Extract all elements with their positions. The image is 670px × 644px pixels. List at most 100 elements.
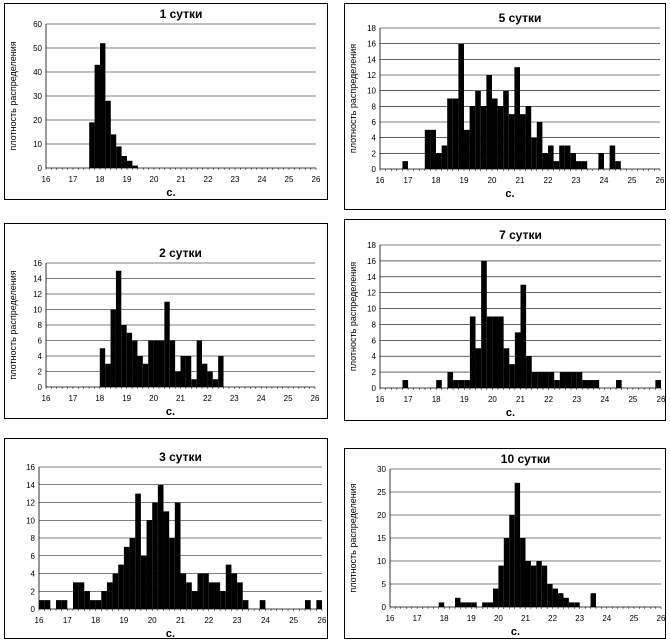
chart-3-title: 7 сутки (499, 228, 542, 242)
chart-4-title: 3 сутки (159, 450, 202, 464)
chart-3-bar (481, 260, 487, 388)
chart-2-bar (218, 356, 224, 387)
chart-2-bar (180, 356, 186, 387)
chart-1-bar (615, 161, 621, 169)
chart-5-bar (590, 593, 596, 607)
chart-4-ytick-label: 2 (31, 587, 36, 596)
chart-5-y-axis-label: плотность распределения (348, 483, 358, 592)
chart-3-xtick-label: 21 (516, 395, 525, 404)
chart-2-x-axis-label: с. (166, 406, 175, 418)
chart-1-bar (514, 67, 520, 169)
chart-1-bar (503, 90, 509, 169)
chart-1-bar (441, 145, 448, 169)
chart-2-bar (148, 340, 154, 387)
chart-1-bar (447, 98, 453, 169)
chart-5-ytick-label: 25 (377, 488, 386, 497)
chart-0-xtick-label: 21 (177, 175, 186, 184)
chart-2-xtick-label: 23 (230, 394, 239, 403)
chart-4-xtick-label: 23 (233, 616, 242, 625)
chart-1-bar (469, 106, 476, 169)
chart-1-ytick-label: 14 (367, 55, 376, 64)
chart-0-xtick-label: 19 (123, 175, 132, 184)
chart-1-bar (609, 145, 616, 169)
chart-1-xtick-label: 21 (516, 176, 525, 185)
chart-4-ytick-label: 8 (31, 534, 36, 543)
chart-3-xtick-label: 18 (432, 395, 441, 404)
chart-3-bar (486, 316, 493, 388)
chart-4-bar (78, 582, 85, 609)
chart-2-bar (99, 348, 106, 387)
chart-3-bar (503, 348, 510, 388)
chart-2-title: 2 сутки (159, 246, 202, 260)
chart-2-bar (126, 332, 133, 387)
chart-1-ytick-label: 2 (372, 149, 377, 158)
chart-5-xtick-label: 17 (413, 614, 422, 623)
chart-svg-day10: 10 сутки 0 5 10 15 20 25 30 16 17 18 19 20 21 22 23 24 25… (348, 452, 665, 638)
chart-2-bar (153, 340, 159, 387)
chart-2-ytick-label: 16 (33, 259, 42, 268)
chart-4-bar (214, 582, 221, 609)
chart-5-title: 10 сутки (501, 452, 550, 466)
chart-2-bar (110, 309, 116, 387)
chart-0-bar (127, 160, 133, 168)
chart-2-bar (121, 325, 127, 387)
chart-5-bar (460, 602, 466, 607)
chart-5-bar (558, 593, 564, 607)
chart-0-bar (116, 146, 122, 168)
chart-5-bar (509, 515, 515, 607)
chart-5-bar (514, 482, 521, 607)
chart-3-xtick-label: 23 (572, 395, 581, 404)
chart-0-ytick-label: 10 (33, 140, 42, 149)
chart-1-bar (492, 98, 498, 169)
chart-0-bar (110, 134, 117, 168)
chart-2-ytick-label: 0 (38, 383, 43, 392)
chart-5-bar (465, 602, 472, 607)
chart-3-bar (526, 356, 532, 388)
chart-2-bar (191, 379, 197, 387)
chart-5-ytick-label: 15 (377, 534, 386, 543)
chart-4-ytick-label: 12 (26, 499, 35, 508)
chart-1-xtick-label: 24 (600, 176, 609, 185)
chart-5-xtick-label: 26 (657, 614, 665, 623)
chart-5-xtick-label: 20 (494, 614, 503, 623)
chart-3-xtick-label: 22 (544, 395, 553, 404)
chart-1-bar (497, 106, 504, 169)
chart-5-bar (574, 602, 580, 607)
chart-4-xtick-label: 18 (91, 616, 100, 625)
chart-5-xtick-label: 16 (386, 614, 395, 623)
chart-4-bar (118, 564, 124, 609)
chart-4-bar (186, 582, 192, 609)
chart-4-bar (89, 600, 96, 609)
chart-1-xtick-label: 16 (376, 176, 385, 185)
chart-0-ytick-label: 0 (38, 164, 43, 173)
chart-5-bar (530, 565, 537, 607)
chart-2-bar (158, 340, 165, 387)
chart-3-xtick-label: 16 (376, 395, 385, 404)
chart-5-xtick-label: 19 (467, 614, 476, 623)
chart-2-xtick-label: 24 (257, 394, 266, 403)
chart-0-xtick-label: 26 (312, 175, 321, 184)
chart-0-x-axis-label: с. (166, 187, 175, 199)
chart-2-bar (105, 363, 111, 387)
chart-3-bar (458, 380, 465, 388)
chart-3-bar (655, 380, 661, 388)
chart-4-xtick-label: 16 (35, 616, 44, 625)
chart-4-bar (112, 573, 119, 609)
chart-4-bar (305, 600, 311, 609)
chart-1-bar (570, 153, 576, 169)
chart-0-ytick-label: 50 (33, 44, 42, 53)
chart-4-ytick-label: 14 (26, 481, 35, 490)
chart-3-ytick-label: 8 (372, 320, 377, 329)
chart-1-xtick-label: 25 (628, 176, 637, 185)
chart-3-bar (436, 380, 442, 388)
chart-2-xtick-label: 25 (284, 394, 293, 403)
chart-2-bar (212, 379, 219, 387)
chart-4-ytick-label: 6 (31, 552, 36, 561)
chart-4-ytick-label: 0 (31, 605, 36, 614)
chart-3-bar (514, 332, 521, 388)
chart-4-bar (157, 484, 164, 609)
chart-1-bar (486, 75, 492, 169)
chart-4-bar (72, 582, 79, 609)
